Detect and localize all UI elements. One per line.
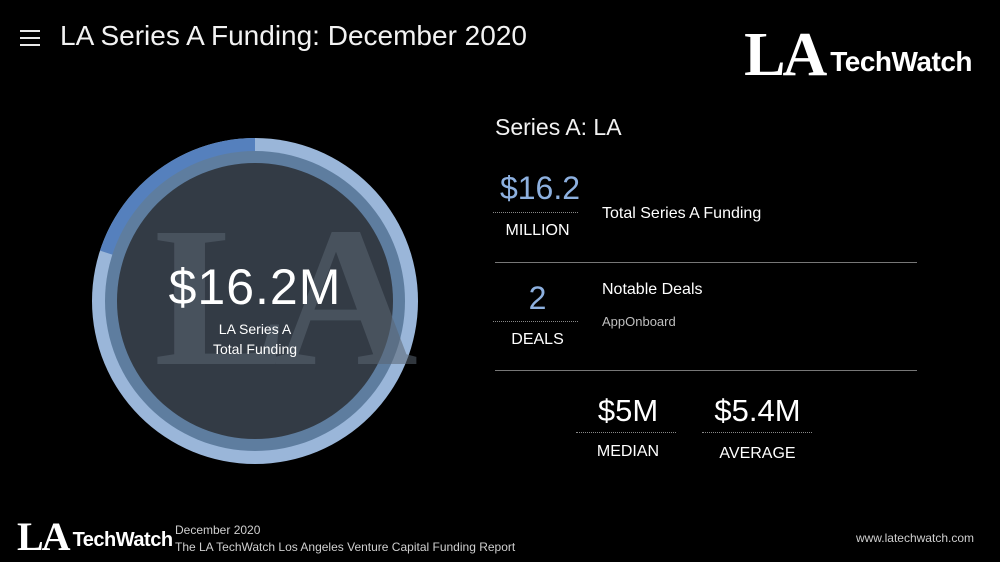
logo-la-mark: LA [744,24,824,86]
section-divider-1 [495,262,917,263]
footer-logo-techwatch-text: TechWatch [73,529,173,552]
latechwatch-logo[interactable]: LA TechWatch [744,24,972,86]
total-funding-value: $16.2 [490,170,590,207]
section-title: Series A: LA [495,114,622,141]
total-funding-unit: MILLION [490,222,585,240]
donut-caption-line2: Total Funding [92,339,418,359]
menu-icon[interactable] [20,30,40,48]
logo-techwatch-text: TechWatch [830,46,972,78]
notable-deal-company[interactable]: AppOnboard [602,314,676,329]
footer-date: December 2020 [175,522,515,539]
page-title: LA Series A Funding: December 2020 [60,20,527,52]
notable-deals-heading: Notable Deals [602,281,703,299]
deals-divider [493,321,578,322]
total-funding-description: Total Series A Funding [602,205,761,223]
median-label: MEDIAN [578,443,678,461]
donut-caption: LA Series A Total Funding [92,319,418,359]
deals-unit: DEALS [490,331,585,349]
median-divider [576,432,676,433]
footer-logo[interactable]: LA TechWatch [17,517,173,557]
median-value: $5M [578,393,678,429]
footer-url-link[interactable]: www.latechwatch.com [856,531,974,545]
average-divider [702,432,812,433]
total-funding-divider [493,212,578,213]
donut-caption-line1: LA Series A [92,319,418,339]
donut-total-amount: $16.2M [92,258,418,316]
footer-logo-la-mark: LA [17,517,69,557]
average-value: $5.4M [700,393,815,429]
section-divider-2 [495,370,917,371]
footer-report-info: December 2020 The LA TechWatch Los Angel… [175,522,515,556]
deals-count-value: 2 [490,280,585,317]
funding-donut: LA $16.2M LA Series A Total Funding [92,138,418,464]
average-label: AVERAGE [700,445,815,463]
footer-report-title: The LA TechWatch Los Angeles Venture Cap… [175,539,515,556]
